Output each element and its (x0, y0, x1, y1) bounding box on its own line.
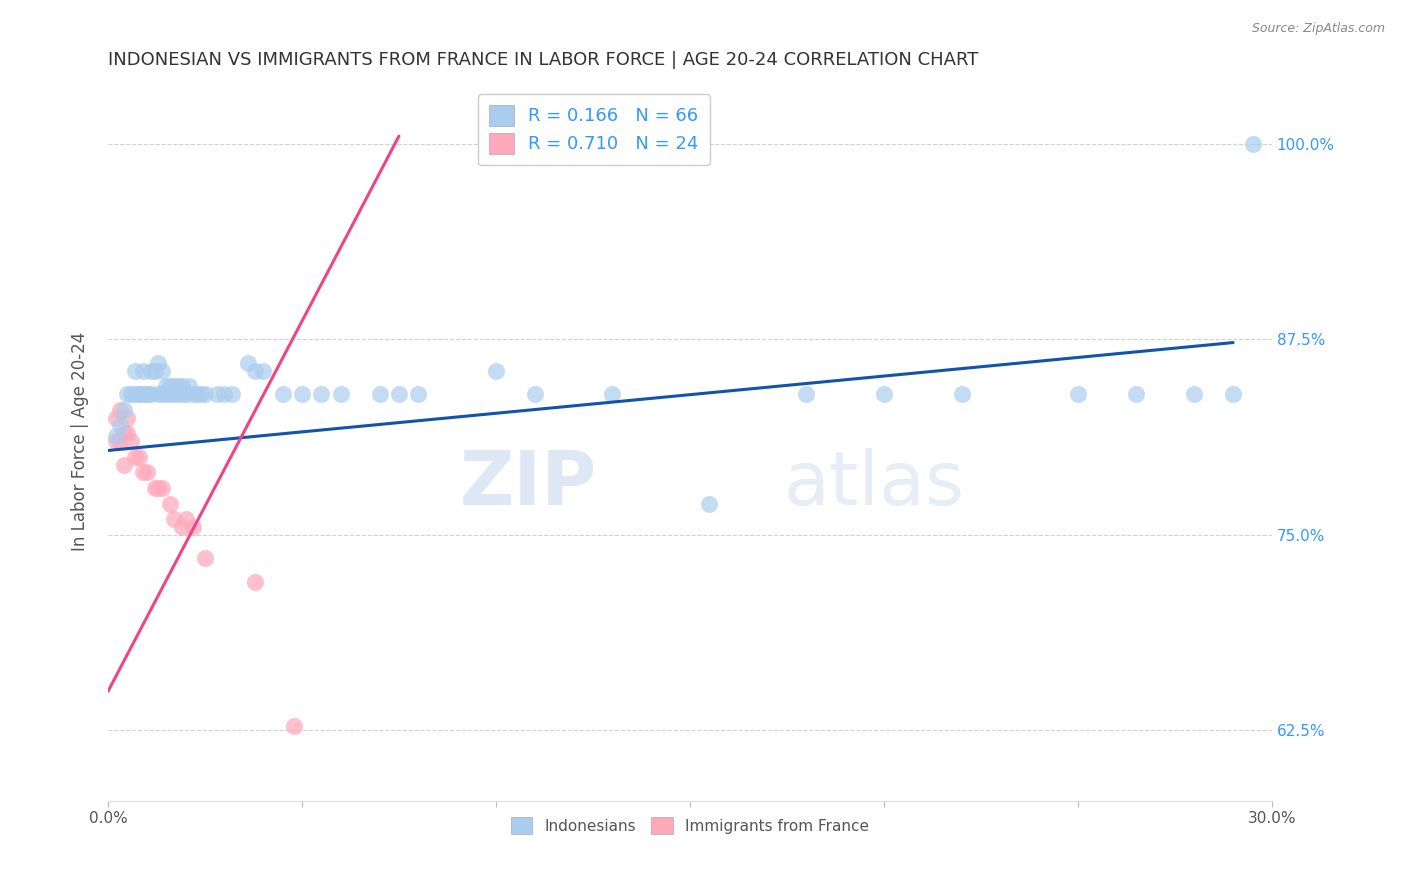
Point (236, 356, 259, 370)
Point (104, 429, 127, 443)
Point (183, 387, 205, 401)
Point (1067, 387, 1090, 401)
Point (135, 387, 157, 401)
Point (311, 387, 333, 401)
Point (794, 387, 817, 401)
Point (170, 520, 193, 534)
Point (124, 450, 146, 464)
Point (214, 387, 236, 401)
Point (174, 512, 197, 526)
Point (174, 387, 197, 401)
Point (388, 387, 411, 401)
Point (124, 387, 146, 401)
Point (128, 450, 150, 464)
Point (148, 481, 170, 495)
Point (143, 481, 166, 495)
Text: ZIP: ZIP (460, 448, 596, 521)
Point (252, 364, 274, 378)
Point (170, 379, 193, 393)
Point (170, 387, 193, 401)
Point (485, 364, 508, 378)
Point (132, 387, 155, 401)
Point (108, 434, 131, 449)
Point (139, 364, 162, 378)
Point (148, 387, 170, 401)
Point (950, 387, 973, 401)
Point (190, 387, 212, 401)
Point (186, 387, 208, 401)
Point (602, 387, 624, 401)
Point (117, 410, 139, 425)
Point (873, 387, 896, 401)
Point (150, 481, 173, 495)
Point (221, 387, 243, 401)
Point (245, 574, 267, 589)
Point (104, 410, 127, 425)
Point (135, 466, 157, 480)
Point (183, 520, 205, 534)
Legend: Indonesians, Immigrants from France: Indonesians, Immigrants from France (502, 807, 879, 844)
Point (108, 418, 131, 433)
Point (124, 364, 146, 378)
Point (408, 387, 430, 401)
Point (117, 426, 139, 441)
Text: Source: ZipAtlas.com: Source: ZipAtlas.com (1251, 22, 1385, 36)
Point (120, 434, 142, 449)
Point (120, 387, 142, 401)
Point (368, 387, 391, 401)
Point (104, 434, 127, 449)
Point (159, 379, 181, 393)
Point (163, 387, 186, 401)
Point (194, 551, 217, 566)
Point (150, 387, 173, 401)
Point (143, 364, 166, 378)
Y-axis label: In Labor Force | Age 20-24: In Labor Force | Age 20-24 (72, 332, 89, 550)
Point (112, 426, 135, 441)
Point (112, 402, 135, 417)
Point (1182, 387, 1205, 401)
Point (159, 497, 181, 511)
Point (155, 387, 177, 401)
Point (523, 387, 546, 401)
Point (291, 387, 314, 401)
Point (155, 379, 177, 393)
Point (166, 379, 188, 393)
Point (112, 458, 135, 472)
Point (1241, 136, 1264, 151)
Text: atlas: atlas (783, 448, 965, 521)
Point (150, 364, 173, 378)
Point (245, 364, 267, 378)
Point (163, 512, 186, 526)
Point (108, 402, 131, 417)
Point (194, 387, 217, 401)
Point (132, 364, 155, 378)
Point (699, 497, 721, 511)
Point (163, 379, 186, 393)
Point (283, 719, 305, 733)
Point (148, 356, 170, 370)
Point (1222, 387, 1244, 401)
Point (1125, 387, 1147, 401)
Point (159, 387, 181, 401)
Point (166, 387, 188, 401)
Point (329, 387, 352, 401)
Point (132, 466, 155, 480)
Point (271, 387, 294, 401)
Point (128, 387, 150, 401)
Text: INDONESIAN VS IMMIGRANTS FROM FRANCE IN LABOR FORCE | AGE 20-24 CORRELATION CHAR: INDONESIAN VS IMMIGRANTS FROM FRANCE IN … (108, 51, 979, 69)
Point (205, 387, 228, 401)
Point (139, 387, 162, 401)
Point (128, 387, 150, 401)
Point (135, 387, 157, 401)
Point (179, 379, 201, 393)
Point (117, 387, 139, 401)
